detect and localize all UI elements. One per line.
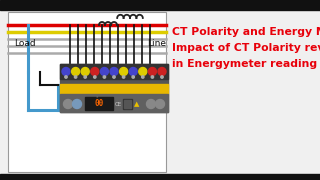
- Bar: [8, 12, 166, 172]
- Bar: [0, 174, 320, 180]
- Circle shape: [84, 76, 86, 78]
- Bar: [60, 64, 168, 112]
- Circle shape: [148, 68, 156, 75]
- Text: °: °: [96, 96, 98, 102]
- Bar: [124, 100, 131, 108]
- Circle shape: [74, 76, 77, 78]
- Text: Line: Line: [147, 39, 166, 48]
- Circle shape: [103, 76, 106, 78]
- Circle shape: [158, 68, 166, 75]
- Circle shape: [147, 100, 156, 109]
- Bar: [60, 64, 168, 79]
- Text: ▲: ▲: [134, 101, 140, 107]
- Text: CE: CE: [115, 102, 122, 107]
- Circle shape: [62, 68, 70, 75]
- Circle shape: [113, 76, 115, 78]
- Circle shape: [129, 68, 137, 75]
- Circle shape: [63, 100, 73, 109]
- Bar: [60, 84, 168, 94]
- Circle shape: [65, 76, 67, 78]
- Circle shape: [156, 100, 164, 109]
- Text: 00: 00: [94, 99, 104, 108]
- Circle shape: [120, 68, 128, 75]
- Circle shape: [81, 68, 89, 75]
- Circle shape: [151, 76, 154, 78]
- Circle shape: [72, 68, 80, 75]
- Text: Impact of CT Polarity reverse: Impact of CT Polarity reverse: [172, 43, 320, 53]
- Circle shape: [93, 76, 96, 78]
- Circle shape: [122, 76, 125, 78]
- Bar: [85, 97, 113, 110]
- Circle shape: [73, 100, 82, 109]
- Text: Load: Load: [14, 39, 36, 48]
- Circle shape: [139, 68, 147, 75]
- Circle shape: [100, 68, 108, 75]
- Text: CT Polarity and Energy Meter: CT Polarity and Energy Meter: [172, 27, 320, 37]
- Circle shape: [91, 68, 99, 75]
- Bar: [0, 0, 320, 10]
- Circle shape: [132, 76, 134, 78]
- Circle shape: [142, 76, 144, 78]
- Bar: [60, 94, 168, 112]
- Circle shape: [161, 76, 163, 78]
- Circle shape: [110, 68, 118, 75]
- Text: in Energymeter reading: in Energymeter reading: [172, 59, 317, 69]
- Bar: [123, 99, 132, 109]
